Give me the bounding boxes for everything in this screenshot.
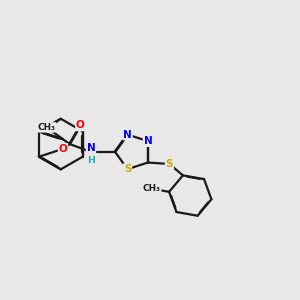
Text: O: O (58, 144, 68, 154)
Text: CH₃: CH₃ (38, 123, 56, 132)
Text: S: S (166, 159, 173, 169)
Text: H: H (87, 156, 95, 165)
Text: N: N (123, 130, 132, 140)
Text: N: N (87, 143, 95, 153)
Text: S: S (124, 164, 131, 174)
Text: CH₃: CH₃ (143, 184, 161, 193)
Text: N: N (143, 136, 152, 146)
Text: O: O (76, 121, 85, 130)
